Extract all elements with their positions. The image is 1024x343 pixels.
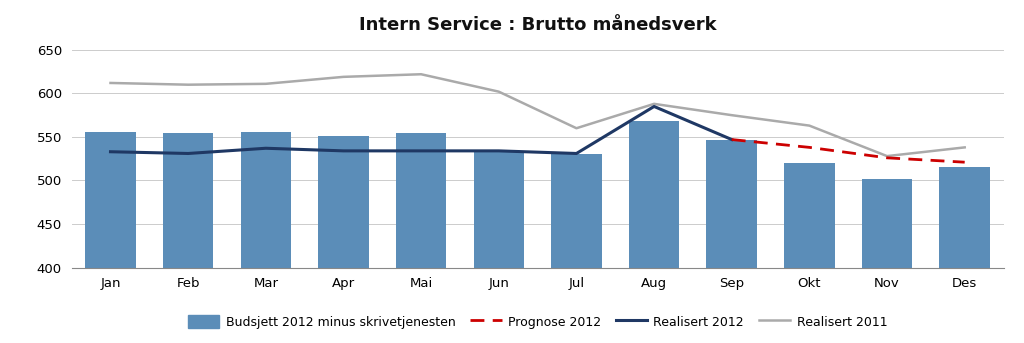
- Bar: [939, 167, 990, 268]
- Bar: [163, 133, 213, 268]
- Bar: [473, 151, 524, 268]
- Bar: [629, 121, 679, 268]
- Bar: [241, 132, 291, 268]
- Bar: [318, 136, 369, 268]
- Bar: [784, 163, 835, 268]
- Title: Intern Service : Brutto månedsverk: Intern Service : Brutto månedsverk: [358, 16, 717, 34]
- Bar: [862, 179, 912, 268]
- Bar: [551, 154, 602, 268]
- Bar: [85, 132, 136, 268]
- Legend: Budsjett 2012 minus skrivetjenesten, Prognose 2012, Realisert 2012, Realisert 20: Budsjett 2012 minus skrivetjenesten, Pro…: [183, 310, 892, 334]
- Bar: [396, 133, 446, 268]
- Bar: [707, 140, 757, 268]
